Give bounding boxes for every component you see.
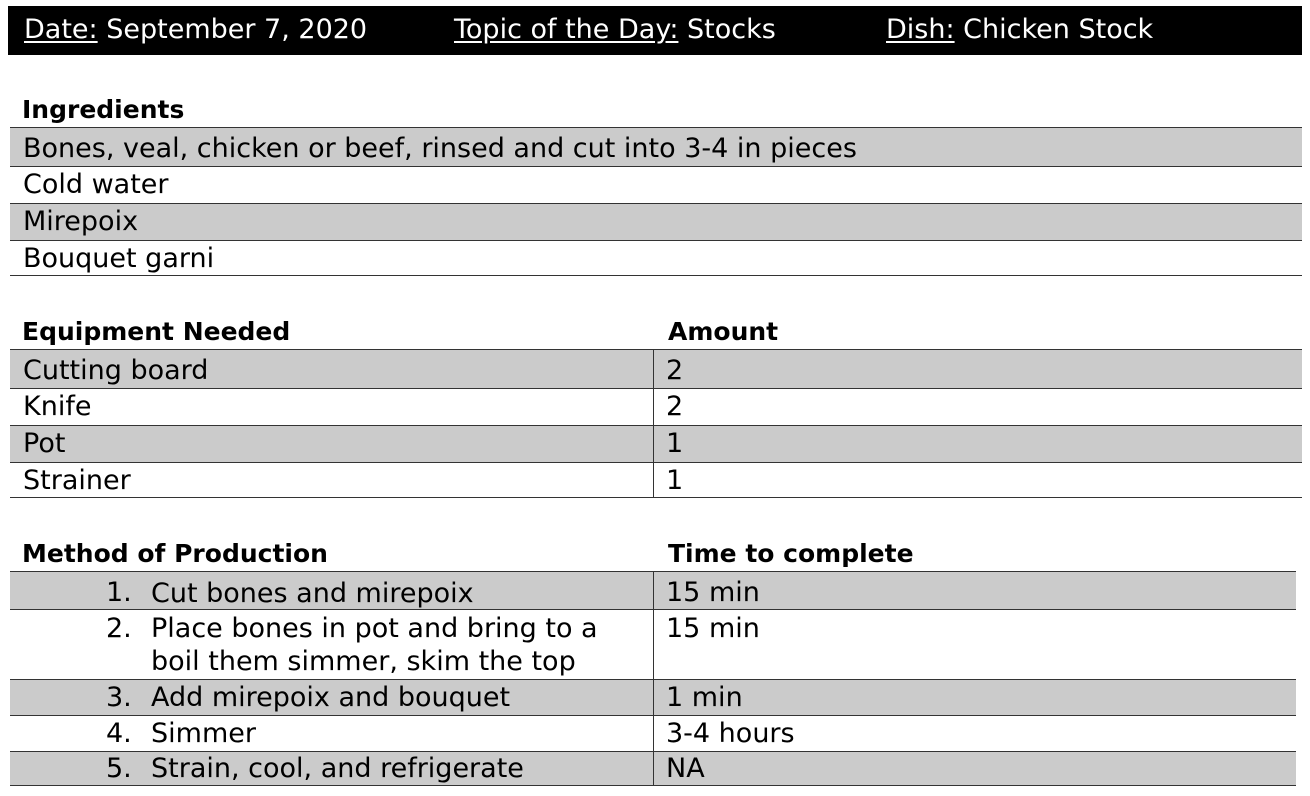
equipment-row: Knife 2 (10, 388, 1302, 425)
method-row: 5. Strain, cool, and refrigerate NA (10, 751, 1296, 786)
step-text: Strain, cool, and refrigerate (151, 753, 524, 784)
method-row: 3. Add mirepoix and bouquet 1 min (10, 679, 1296, 715)
equipment-heading: Equipment Needed (22, 317, 291, 346)
method-row: 2. Place bones in pot and bring to a boi… (10, 609, 1296, 679)
step-time: 3-4 hours (666, 718, 795, 749)
date-label: Date: (24, 14, 98, 45)
equipment-table: Cutting board 2 Knife 2 Pot 1 Strainer 1 (10, 349, 1302, 498)
equipment-row: Cutting board 2 (10, 349, 1302, 388)
step-number: 5. (106, 753, 132, 784)
ingredient-row: Bones, veal, chicken or beef, rinsed and… (10, 127, 1302, 166)
step-text: Cut bones and mirepoix (151, 578, 474, 609)
ingredient-row: Cold water (10, 166, 1302, 203)
step-text: Add mirepoix and bouquet (151, 682, 511, 713)
equipment-row: Strainer 1 (10, 462, 1302, 498)
amount-heading: Amount (668, 317, 779, 346)
date-value: September 7, 2020 (106, 14, 368, 45)
dish-label: Dish: (886, 14, 955, 45)
dish-field: Dish: Chicken Stock (886, 14, 1153, 45)
method-row: 1. Cut bones and mirepoix 15 min (10, 571, 1296, 609)
topic-label: Topic of the Day: (454, 14, 679, 45)
step-time: NA (666, 753, 705, 784)
date-field: Date: September 7, 2020 (24, 14, 367, 45)
equipment-name: Knife (23, 391, 92, 422)
method-row: 4. Simmer 3-4 hours (10, 715, 1296, 751)
equipment-row: Pot 1 (10, 425, 1302, 462)
topic-value: Stocks (687, 14, 776, 45)
ingredient-row: Mirepoix (10, 203, 1302, 240)
ingredients-heading: Ingredients (22, 95, 185, 124)
equipment-name: Cutting board (23, 355, 209, 386)
topic-field: Topic of the Day: Stocks (454, 14, 776, 45)
step-number: 1. (106, 577, 132, 608)
equipment-amount: 1 (666, 465, 684, 496)
step-number: 2. (106, 613, 132, 644)
ingredient-text: Cold water (23, 169, 169, 200)
step-number: 4. (106, 718, 132, 749)
equipment-name: Pot (23, 428, 66, 459)
ingredient-row: Bouquet garni (10, 240, 1302, 276)
header-banner: Date: September 7, 2020 Topic of the Day… (8, 6, 1302, 55)
equipment-amount: 1 (666, 428, 684, 459)
method-table: 1. Cut bones and mirepoix 15 min 2. Plac… (10, 571, 1296, 786)
ingredient-text: Bouquet garni (23, 243, 215, 274)
step-number: 3. (106, 682, 132, 713)
dish-value: Chicken Stock (963, 14, 1154, 45)
ingredient-text: Mirepoix (23, 206, 139, 237)
step-time: 15 min (666, 577, 760, 608)
step-text: boil them simmer, skim the top (151, 646, 576, 677)
ingredients-table: Bones, veal, chicken or beef, rinsed and… (10, 127, 1302, 276)
method-heading: Method of Production (22, 539, 328, 568)
equipment-amount: 2 (666, 355, 684, 386)
equipment-amount: 2 (666, 391, 684, 422)
ingredient-text: Bones, veal, chicken or beef, rinsed and… (23, 133, 857, 164)
step-time: 15 min (666, 613, 760, 644)
equipment-name: Strainer (23, 465, 131, 496)
step-time: 1 min (666, 682, 743, 713)
step-text: Simmer (151, 718, 256, 749)
step-text: Place bones in pot and bring to a (151, 613, 598, 644)
time-heading: Time to complete (668, 539, 914, 568)
